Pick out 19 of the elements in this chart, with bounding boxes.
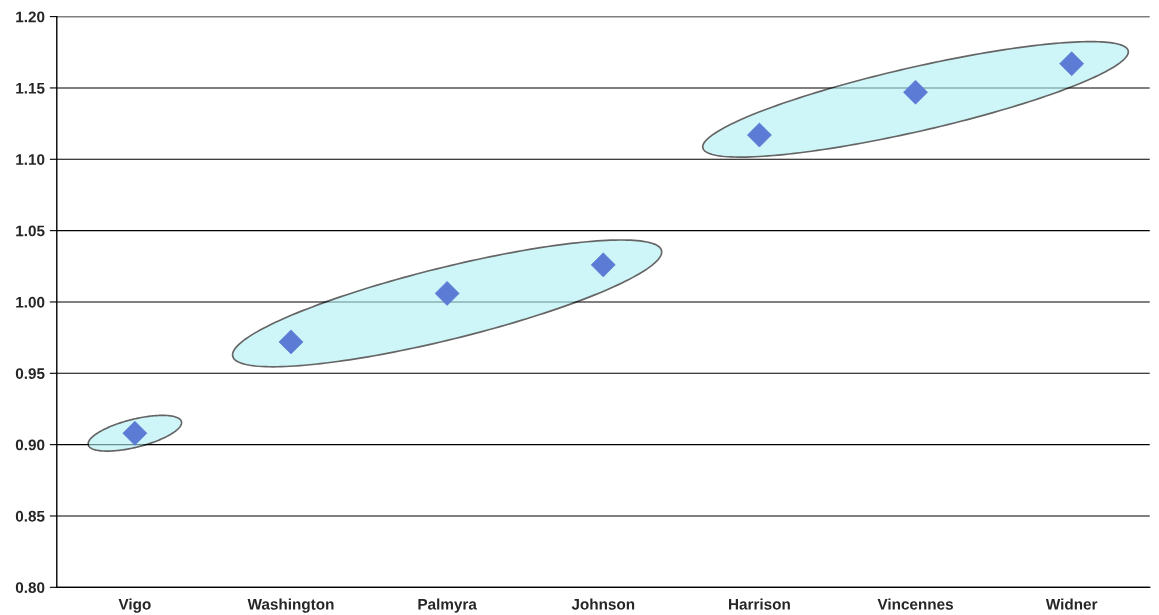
point — [278, 329, 304, 355]
x-tick-label: Johnson — [571, 598, 635, 610]
y-tick-label: 1.10 — [16, 154, 45, 165]
point — [903, 79, 928, 105]
y-tick-label: 1.05 — [16, 225, 45, 237]
y-tick-label: 1.20 — [16, 11, 45, 23]
y-tick-label: 1.00 — [16, 296, 45, 308]
x-tick-label: Palmyra — [418, 598, 477, 613]
x-tick-label: Washington — [247, 598, 334, 613]
x-tick-label: Widner — [1045, 598, 1098, 610]
x-tick-label: Vincennes — [877, 598, 953, 610]
y-tick-label: 0.85 — [15, 510, 45, 522]
y-tick-label: 0.90 — [15, 439, 45, 451]
point — [1059, 51, 1085, 77]
y-tick-label: 0.80 — [15, 582, 45, 594]
x-tick-label: Vigo — [118, 598, 151, 613]
x-tick-label: Harrison — [729, 598, 790, 610]
y-tick-label: 1.15 — [16, 82, 45, 94]
y-tick-label: 0.95 — [15, 368, 45, 379]
